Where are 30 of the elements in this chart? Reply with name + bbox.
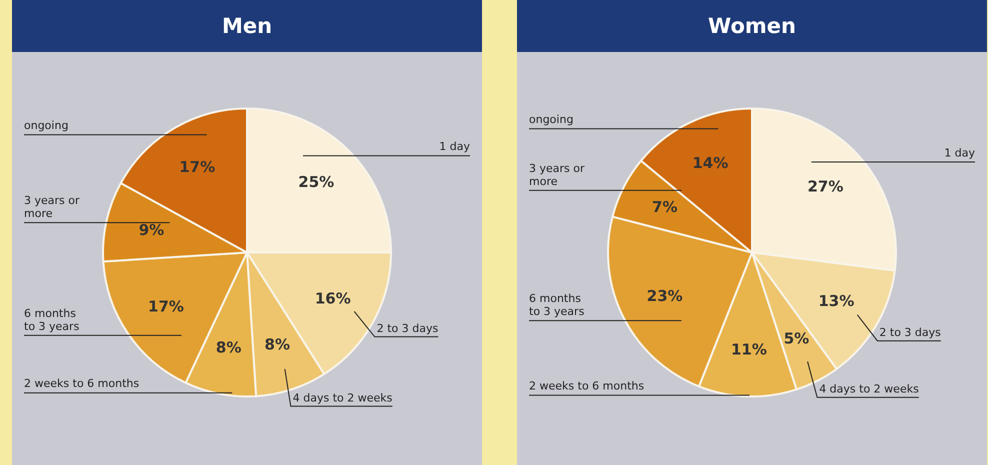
- data-label: 7%: [652, 198, 678, 216]
- data-label: 8%: [264, 336, 290, 354]
- data-label: 13%: [818, 292, 854, 310]
- slice-label: 2 to 3 days: [376, 322, 438, 336]
- data-label: 27%: [808, 178, 844, 196]
- slice-label: 1 day: [439, 140, 470, 154]
- slice-label: 6 months to 3 years: [529, 292, 585, 318]
- slice-label: 2 weeks to 6 months: [529, 380, 644, 393]
- data-label: 16%: [314, 290, 351, 308]
- slice-label: 1 day: [944, 146, 976, 160]
- chart-title: Men: [12, 0, 482, 52]
- slice-label: ongoing: [24, 119, 68, 132]
- data-label: 17%: [179, 158, 216, 176]
- data-label: 17%: [148, 297, 184, 316]
- slice-label: 4 days to 2 weeks: [819, 382, 920, 396]
- data-label: 5%: [784, 330, 810, 348]
- data-label: 23%: [646, 286, 683, 305]
- data-label: 14%: [692, 154, 728, 172]
- slice-label: 2 to 3 days: [879, 326, 942, 340]
- slice-label: 3 years or more: [24, 194, 80, 220]
- data-label: 25%: [298, 173, 334, 192]
- slice-label: 3 years or more: [529, 162, 585, 188]
- chart-title: Women: [517, 0, 987, 52]
- data-label: 9%: [138, 221, 164, 240]
- data-label: 11%: [730, 340, 767, 358]
- slice-label: 6 months to 3 years: [24, 306, 80, 333]
- slice-label: 4 days to 2 weeks: [292, 392, 393, 405]
- slice-label: 2 weeks to 6 months: [24, 377, 140, 390]
- data-label: 8%: [216, 338, 242, 357]
- slice-label: ongoing: [529, 113, 574, 126]
